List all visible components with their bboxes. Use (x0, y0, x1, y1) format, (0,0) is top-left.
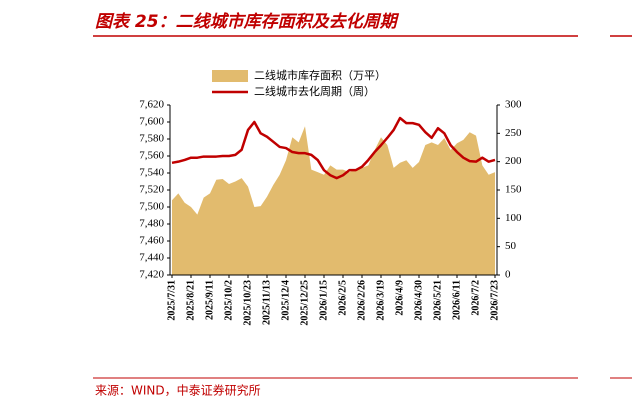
x-tick-label: 2026/6/11 (451, 280, 462, 320)
x-tick-label: 2026/1/15 (318, 280, 329, 321)
x-tick-label: 2026/2/5 (337, 280, 348, 316)
y-tick-label: 7,420 (139, 269, 164, 281)
y-tick-label: 7,480 (139, 218, 164, 230)
legend-label: 二线城市库存面积（万平） (254, 68, 386, 82)
x-tick-label: 2025/8/21 (185, 280, 196, 321)
y-tick-label: 7,580 (139, 133, 164, 145)
y-tick-label: 7,600 (139, 116, 164, 128)
y-tick-label: 7,520 (139, 184, 164, 196)
y2-tick-label: 300 (505, 99, 522, 111)
x-tick-label: 2025/12/4 (280, 280, 291, 321)
y2-tick-label: 200 (505, 155, 522, 167)
x-tick-label: 2025/10/2 (223, 280, 234, 321)
y2-tick-label: 0 (505, 269, 511, 281)
x-tick-label: 2026/4/30 (413, 280, 424, 321)
x-tick-label: 2026/2/26 (356, 280, 367, 321)
x-tick-label: 2025/11/13 (261, 280, 272, 325)
area (172, 126, 495, 275)
x-tick-label: 2025/9/11 (204, 280, 215, 320)
y2-tick-label: 50 (505, 240, 517, 252)
x-tick-label: 2026/5/21 (432, 280, 443, 321)
x-tick-label: 2026/7/23 (489, 280, 500, 321)
x-tick-label: 2025/10/23 (242, 280, 253, 326)
x-tick-label: 2026/4/9 (394, 280, 405, 316)
x-tick-label: 2026/7/2 (470, 280, 481, 316)
y-tick-label: 7,460 (139, 235, 164, 247)
y-tick-label: 7,500 (139, 201, 164, 213)
y-tick-label: 7,620 (139, 99, 164, 111)
legend-swatch (212, 70, 248, 82)
y-tick-label: 7,560 (139, 150, 164, 162)
y2-tick-label: 100 (505, 212, 522, 224)
x-tick-label: 2026/3/19 (375, 280, 386, 321)
y2-tick-label: 250 (505, 127, 522, 139)
chart-title: 图表 25：二线城市库存面积及去化周期 (95, 12, 400, 32)
legend-label: 二线城市去化周期（周） (254, 84, 375, 98)
x-tick-label: 2025/12/25 (299, 280, 310, 326)
y2-tick-label: 150 (505, 184, 522, 196)
y-tick-label: 7,440 (139, 252, 164, 264)
source-note: 来源：WIND，中泰证券研究所 (95, 383, 261, 398)
line (171, 116, 496, 180)
y-tick-label: 7,540 (139, 167, 164, 179)
x-tick-label: 2025/7/31 (166, 280, 177, 321)
